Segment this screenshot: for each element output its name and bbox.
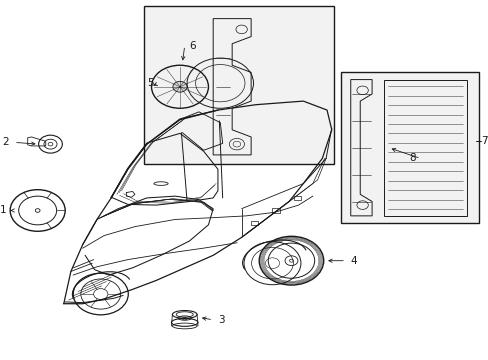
Bar [272, 208, 279, 213]
Text: 7: 7 [480, 136, 487, 145]
Text: 1: 1 [0, 206, 7, 216]
Text: 5: 5 [147, 78, 154, 88]
Bar [251, 221, 258, 225]
Bar [383, 80, 466, 216]
Text: 8: 8 [408, 153, 415, 163]
Bar [341, 72, 478, 223]
Circle shape [173, 81, 187, 92]
Text: 2: 2 [2, 138, 9, 147]
Bar [293, 196, 300, 200]
Text: 4: 4 [350, 256, 357, 266]
Text: 6: 6 [189, 41, 196, 50]
Text: 3: 3 [218, 315, 224, 325]
Bar [144, 6, 333, 164]
